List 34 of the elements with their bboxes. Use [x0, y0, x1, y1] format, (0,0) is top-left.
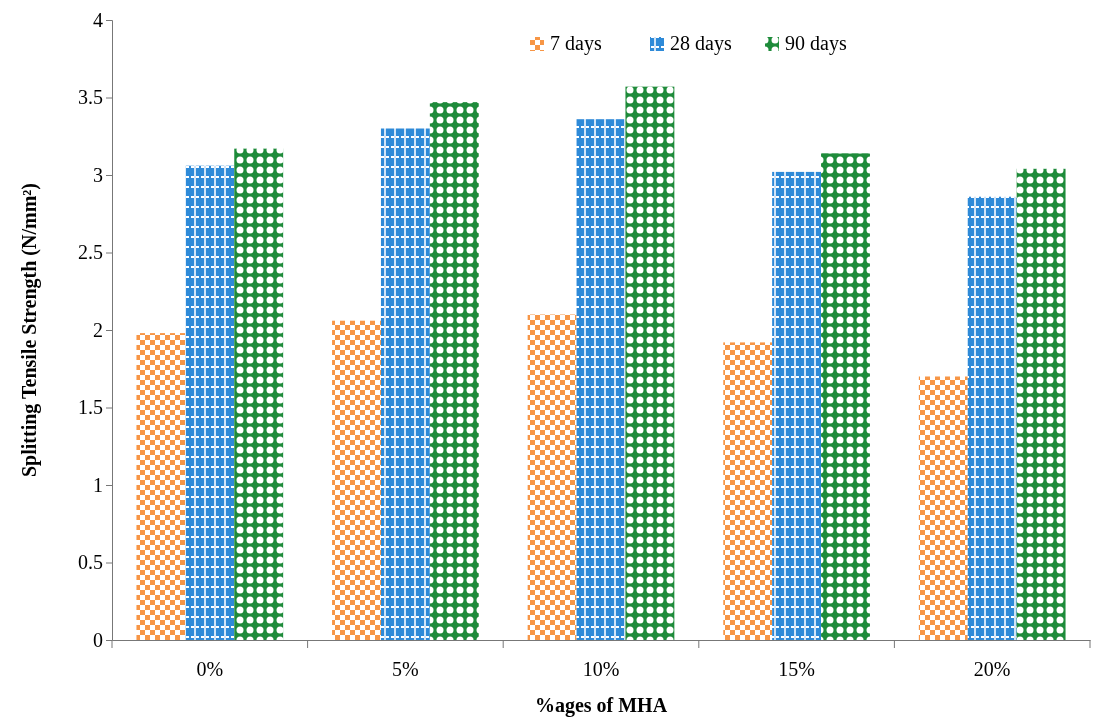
bar	[380, 128, 430, 640]
bar	[527, 314, 577, 640]
y-tick-label: 3.5	[78, 86, 103, 109]
bar	[185, 165, 235, 640]
x-tick-label: 5%	[392, 658, 419, 681]
bar	[1016, 168, 1066, 640]
bar	[332, 320, 381, 640]
x-tick-label: 20%	[973, 658, 1011, 681]
bar	[967, 196, 1017, 640]
y-tick-label: 0	[93, 628, 103, 651]
x-tick-label: 15%	[778, 658, 815, 681]
legend-label: 90 days	[785, 32, 847, 55]
bar	[821, 153, 870, 640]
bar	[234, 148, 284, 640]
bar	[772, 171, 822, 640]
y-tick-label: 1	[93, 473, 103, 496]
x-tick-label: 0%	[196, 658, 224, 681]
bar	[723, 342, 773, 640]
y-tick-label: 2.5	[78, 241, 103, 264]
y-tick-label: 0.5	[78, 551, 103, 574]
bar	[429, 102, 479, 640]
bar	[625, 86, 675, 640]
y-tick-label: 1.5	[78, 396, 103, 419]
y-axis-title: Splitting Tensile Strength (N/mm²)	[18, 183, 41, 477]
x-tick-label: 10%	[582, 658, 620, 681]
y-tick-label: 2	[93, 318, 103, 341]
bar	[576, 119, 626, 640]
bar	[136, 333, 186, 640]
legend-label: 7 days	[550, 32, 602, 55]
legend-label: 28 days	[670, 32, 732, 55]
x-axis-title: %ages of MHA	[534, 694, 668, 717]
y-tick-label: 4	[93, 8, 103, 31]
y-tick-label: 3	[93, 163, 103, 186]
bar	[918, 376, 968, 640]
